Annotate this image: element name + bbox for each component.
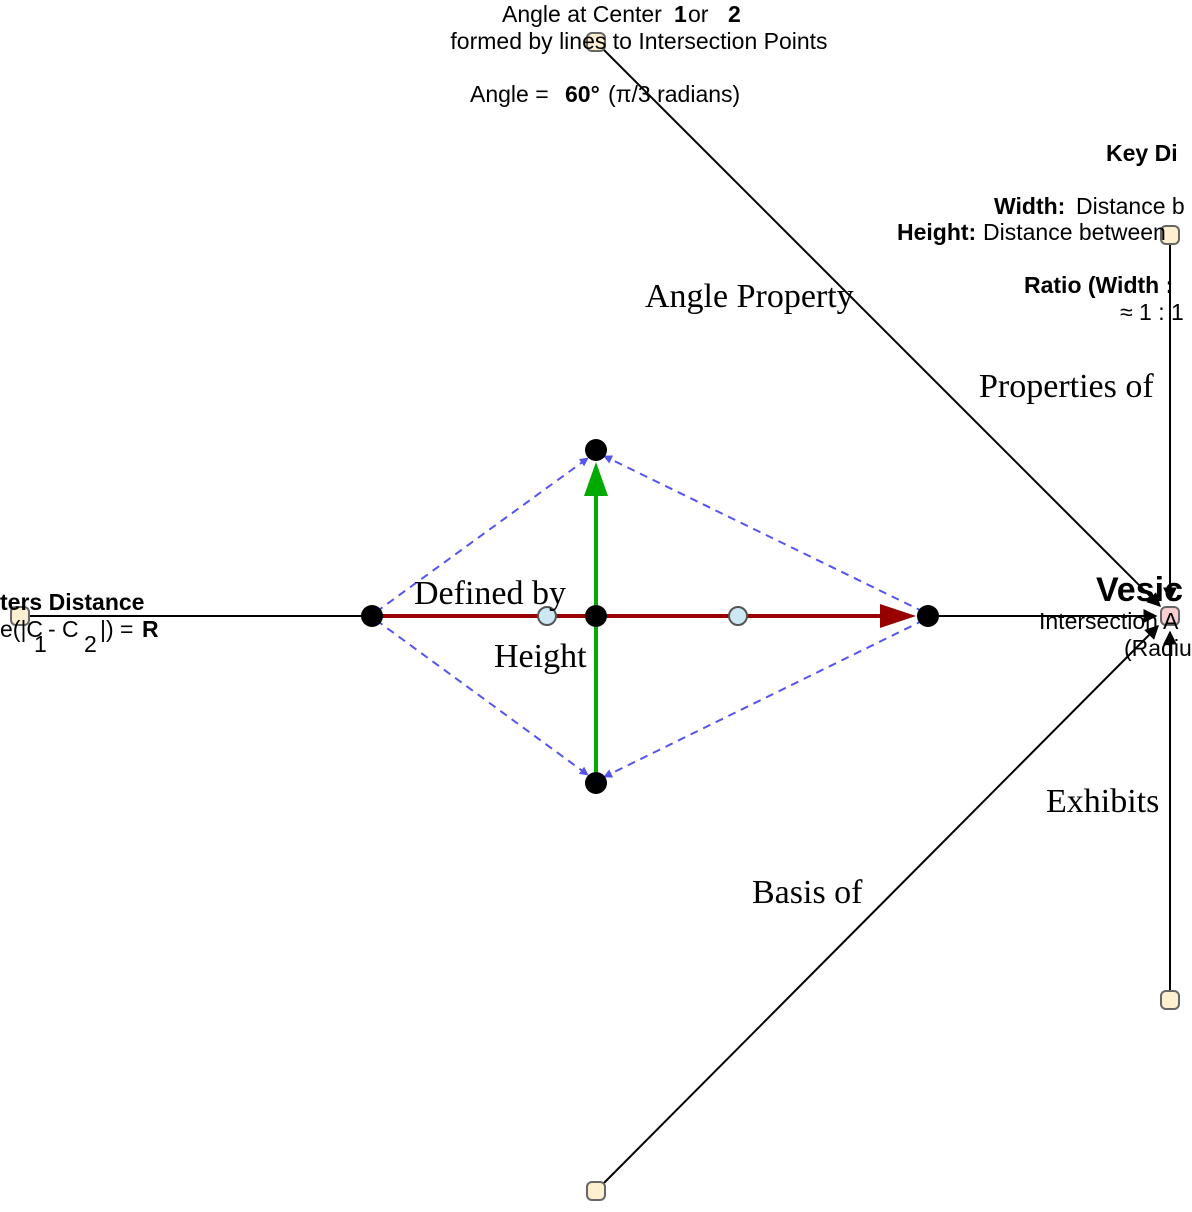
height-label: Height: <box>897 219 976 245</box>
circle-center-1 <box>537 606 557 626</box>
vesica-line2: (Radiu <box>1124 635 1192 661</box>
dashed-arrow-right-top <box>603 455 925 613</box>
edge-labels: Angle Property Properties of Defined by … <box>414 278 1159 911</box>
edge-label-properties-of: Properties of <box>979 368 1154 405</box>
black-nodes <box>361 439 939 794</box>
node-bottom-intersection <box>585 772 607 794</box>
note-node-centers-distance <box>10 606 30 626</box>
formula-sub2: 2 <box>84 631 97 657</box>
formula-prefix: e(|C <box>0 616 43 642</box>
formula-mid: - C <box>48 616 79 642</box>
edge-label-height: Height <box>494 638 587 675</box>
dashed-arrow-left-top <box>375 457 589 613</box>
node-left-point <box>361 605 383 627</box>
width-arrow <box>372 604 916 628</box>
connector-edges <box>20 41 1177 1192</box>
angle-note-c1: 1 <box>674 1 687 27</box>
vesica-line1: Intersection A <box>1039 608 1179 634</box>
angle-note-subtitle: formed by lines to Intersection Points <box>450 28 827 54</box>
angle-prefix: Angle = <box>470 81 549 107</box>
edge-label-defined-by: Defined by <box>414 575 566 612</box>
vesica-title: Vesic <box>1096 571 1183 609</box>
dashed-arrows <box>375 455 925 778</box>
width-label: Width: <box>994 193 1065 219</box>
ratio-label: Ratio (Width : <box>1024 272 1173 298</box>
circle-center-nodes <box>537 606 748 626</box>
width-text: Distance b <box>1076 193 1185 219</box>
svg-text:e(|C: e(|C <box>0 616 43 642</box>
key-dimensions-note: Key Di Width: Distance b Height: Distanc… <box>897 140 1185 325</box>
edge-basis-of <box>595 625 1159 1192</box>
node-top-intersection <box>585 439 607 461</box>
formula-value: R <box>142 616 159 642</box>
note-node-basis <box>586 1181 606 1201</box>
svg-text:Angle = 60° (π/3 r: Angle = 60° (π/3 radians) <box>470 81 740 107</box>
angle-note-or: or <box>688 1 709 27</box>
note-node-exhibits <box>1160 990 1180 1010</box>
angle-note-title: Angle at Center <box>502 1 662 27</box>
centers-distance-note: ters Distance e(|C 1 - C 2 |) = R <box>0 589 159 657</box>
dashed-arrow-right-bottom <box>603 619 925 778</box>
angle-note-c2: 2 <box>728 1 741 27</box>
edge-label-exhibits: Exhibits <box>1046 783 1159 820</box>
height-arrow <box>584 462 608 783</box>
svg-text:Height: Distance between: Height: Distance between <box>897 219 1166 245</box>
edge-label-angle-property: Angle Property <box>645 278 854 315</box>
svg-text:Angle at Center 1: Angle at Center 1 or 2 <box>502 1 741 27</box>
formula-sub1: 1 <box>34 631 47 657</box>
ratio-value: ≈ 1 : 1 <box>1120 299 1184 325</box>
vesica-node <box>1160 606 1180 626</box>
centers-distance-title: ters Distance <box>0 589 144 615</box>
height-text: Distance between <box>983 219 1166 245</box>
note-node-key-dimensions <box>1160 225 1180 245</box>
dashed-arrow-left-bottom <box>375 619 589 776</box>
edge-angle-property <box>595 41 1161 607</box>
key-dimensions-title: Key Di <box>1106 140 1178 166</box>
svg-text:1 2: 1 2 <box>604 0 636 1</box>
node-right-point <box>917 605 939 627</box>
angle-value: 60° <box>565 81 600 107</box>
note-nodes <box>10 32 1180 1201</box>
svg-text:Width: Distance b: Width: Distance b <box>994 193 1185 219</box>
vesica-labels: Vesic Intersection A (Radiu <box>1039 571 1192 661</box>
formula-suffix: |) = <box>100 616 133 642</box>
note-node-angle <box>586 32 606 52</box>
circle-center-2 <box>728 606 748 626</box>
node-center-point <box>585 605 607 627</box>
angle-note: 1 2 Angle at Center 1 or 2 formed by lin… <box>450 0 827 107</box>
angle-suffix: (π/3 radians) <box>608 81 740 107</box>
edge-label-basis-of: Basis of <box>752 874 863 911</box>
